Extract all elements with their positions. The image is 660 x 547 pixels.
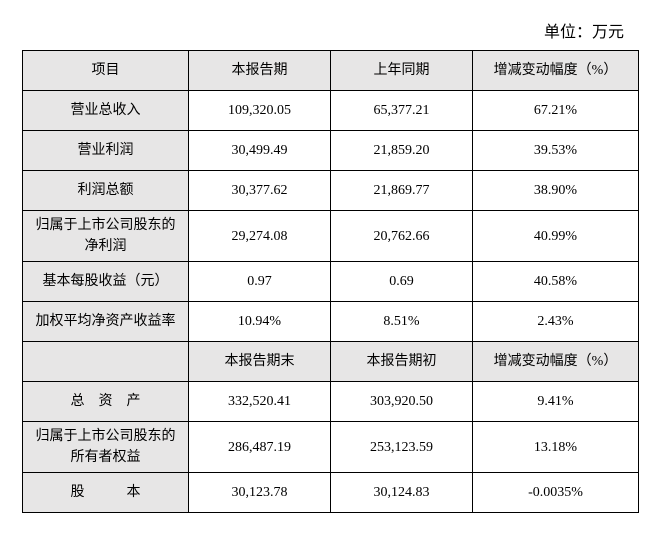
row-label: 加权平均净资产收益率: [23, 302, 189, 342]
table-row: 股 本 30,123.78 30,124.83 -0.0035%: [23, 473, 639, 513]
table-row: 总 资 产 332,520.41 303,920.50 9.41%: [23, 382, 639, 422]
row-prev: 21,869.77: [331, 171, 473, 211]
table-row: 营业利润 30,499.49 21,859.20 39.53%: [23, 131, 639, 171]
row-prev: 65,377.21: [331, 91, 473, 131]
row-prev: 30,124.83: [331, 473, 473, 513]
row-curr: 10.94%: [189, 302, 331, 342]
header-cell-item: 项目: [23, 51, 189, 91]
row-curr: 29,274.08: [189, 211, 331, 262]
row-curr: 30,499.49: [189, 131, 331, 171]
row-label: 股 本: [23, 473, 189, 513]
row-prev: 20,762.66: [331, 211, 473, 262]
row-prev: 8.51%: [331, 302, 473, 342]
row-curr: 30,123.78: [189, 473, 331, 513]
table-row: 加权平均净资产收益率 10.94% 8.51% 2.43%: [23, 302, 639, 342]
row-label: 归属于上市公司股东的所有者权益: [23, 422, 189, 473]
row-label: 利润总额: [23, 171, 189, 211]
row-chg: 67.21%: [473, 91, 639, 131]
row-chg: -0.0035%: [473, 473, 639, 513]
row-chg: 13.18%: [473, 422, 639, 473]
table-row: 利润总额 30,377.62 21,869.77 38.90%: [23, 171, 639, 211]
row-chg: 40.99%: [473, 211, 639, 262]
header-cell-period-end: 本报告期末: [189, 342, 331, 382]
financial-table-container: 项目 本报告期 上年同期 增减变动幅度（%） 营业总收入 109,320.05 …: [22, 50, 638, 513]
row-curr: 286,487.19: [189, 422, 331, 473]
table-row: 营业总收入 109,320.05 65,377.21 67.21%: [23, 91, 639, 131]
row-label: 总 资 产: [23, 382, 189, 422]
row-label: 营业利润: [23, 131, 189, 171]
row-label: 营业总收入: [23, 91, 189, 131]
header-cell-item: [23, 342, 189, 382]
row-chg: 38.90%: [473, 171, 639, 211]
table-row: 归属于上市公司股东的净利润 29,274.08 20,762.66 40.99%: [23, 211, 639, 262]
row-prev: 303,920.50: [331, 382, 473, 422]
row-label: 基本每股收益（元）: [23, 262, 189, 302]
table-row: 基本每股收益（元） 0.97 0.69 40.58%: [23, 262, 639, 302]
financial-table: 项目 本报告期 上年同期 增减变动幅度（%） 营业总收入 109,320.05 …: [22, 50, 639, 513]
row-label: 归属于上市公司股东的净利润: [23, 211, 189, 262]
row-curr: 109,320.05: [189, 91, 331, 131]
unit-label: 单位：万元: [544, 18, 624, 42]
row-curr: 332,520.41: [189, 382, 331, 422]
row-chg: 40.58%: [473, 262, 639, 302]
row-chg: 9.41%: [473, 382, 639, 422]
header-cell-change: 增减变动幅度（%）: [473, 342, 639, 382]
header-cell-current: 本报告期: [189, 51, 331, 91]
header-cell-previous: 上年同期: [331, 51, 473, 91]
header-cell-change: 增减变动幅度（%）: [473, 51, 639, 91]
table-header-row: 项目 本报告期 上年同期 增减变动幅度（%）: [23, 51, 639, 91]
row-chg: 39.53%: [473, 131, 639, 171]
row-curr: 30,377.62: [189, 171, 331, 211]
header-cell-period-start: 本报告期初: [331, 342, 473, 382]
row-prev: 0.69: [331, 262, 473, 302]
table-row: 归属于上市公司股东的所有者权益 286,487.19 253,123.59 13…: [23, 422, 639, 473]
row-prev: 21,859.20: [331, 131, 473, 171]
table-header-row: 本报告期末 本报告期初 增减变动幅度（%）: [23, 342, 639, 382]
row-chg: 2.43%: [473, 302, 639, 342]
row-curr: 0.97: [189, 262, 331, 302]
row-prev: 253,123.59: [331, 422, 473, 473]
